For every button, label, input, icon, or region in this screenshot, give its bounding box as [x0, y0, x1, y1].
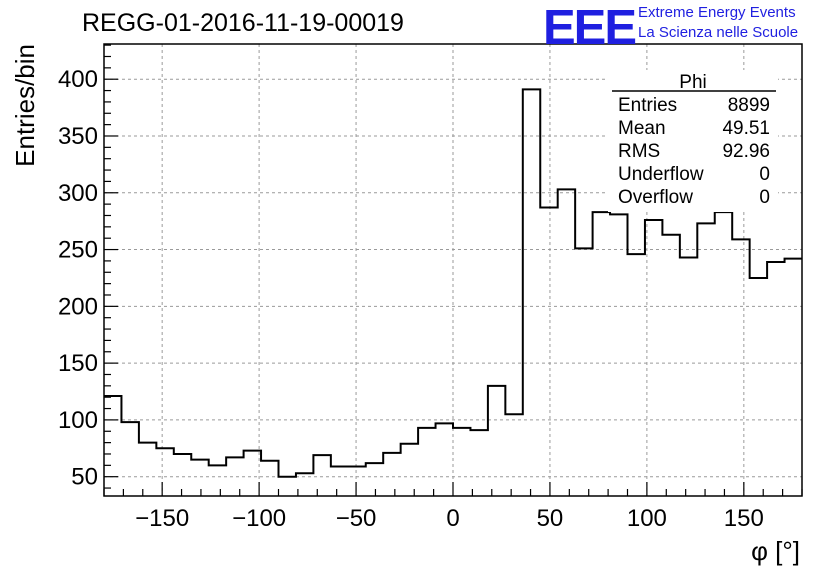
- stats-value: 0: [759, 187, 770, 208]
- y-tick-label: 200: [58, 293, 98, 320]
- chart-title: REGG-01-2016-11-19-00019: [82, 9, 404, 37]
- x-tick-label: 100: [627, 505, 667, 532]
- stats-value: 49.51: [722, 118, 770, 139]
- x-axis-label: φ [°]: [751, 536, 800, 566]
- x-tick-label: 50: [537, 505, 564, 532]
- y-tick-label: 250: [58, 237, 98, 264]
- y-tick-label: 100: [58, 407, 98, 434]
- x-tick-label: −50: [336, 505, 377, 532]
- eee-logo: EEE: [543, 1, 637, 55]
- stats-label: RMS: [618, 141, 660, 162]
- stats-value: 92.96: [722, 141, 770, 162]
- stats-value: 0: [759, 164, 770, 185]
- stats-value: 8899: [728, 95, 770, 116]
- brand-line-2: La Scienza nelle Scuole: [638, 24, 799, 41]
- x-tick-label: −100: [232, 505, 286, 532]
- stats-label: Underflow: [618, 164, 704, 185]
- stats-label: Mean: [618, 118, 666, 139]
- x-tick-label: 0: [446, 505, 459, 532]
- stats-label: Entries: [618, 95, 677, 116]
- brand-line-1: Extreme Energy Events: [638, 4, 796, 21]
- y-tick-label: 350: [58, 123, 98, 150]
- stats-box: [608, 70, 778, 212]
- y-tick-label: 150: [58, 350, 98, 377]
- histogram-line: [104, 88, 802, 478]
- y-tick-label: 400: [58, 66, 98, 93]
- y-tick-label: 300: [58, 180, 98, 207]
- stats-title: Phi: [679, 72, 706, 93]
- x-tick-label: 150: [724, 505, 764, 532]
- y-tick-label: 50: [71, 464, 98, 491]
- stats-label: Overflow: [618, 187, 693, 208]
- x-tick-label: −150: [135, 505, 189, 532]
- y-axis-label: Entries/bin: [10, 44, 40, 167]
